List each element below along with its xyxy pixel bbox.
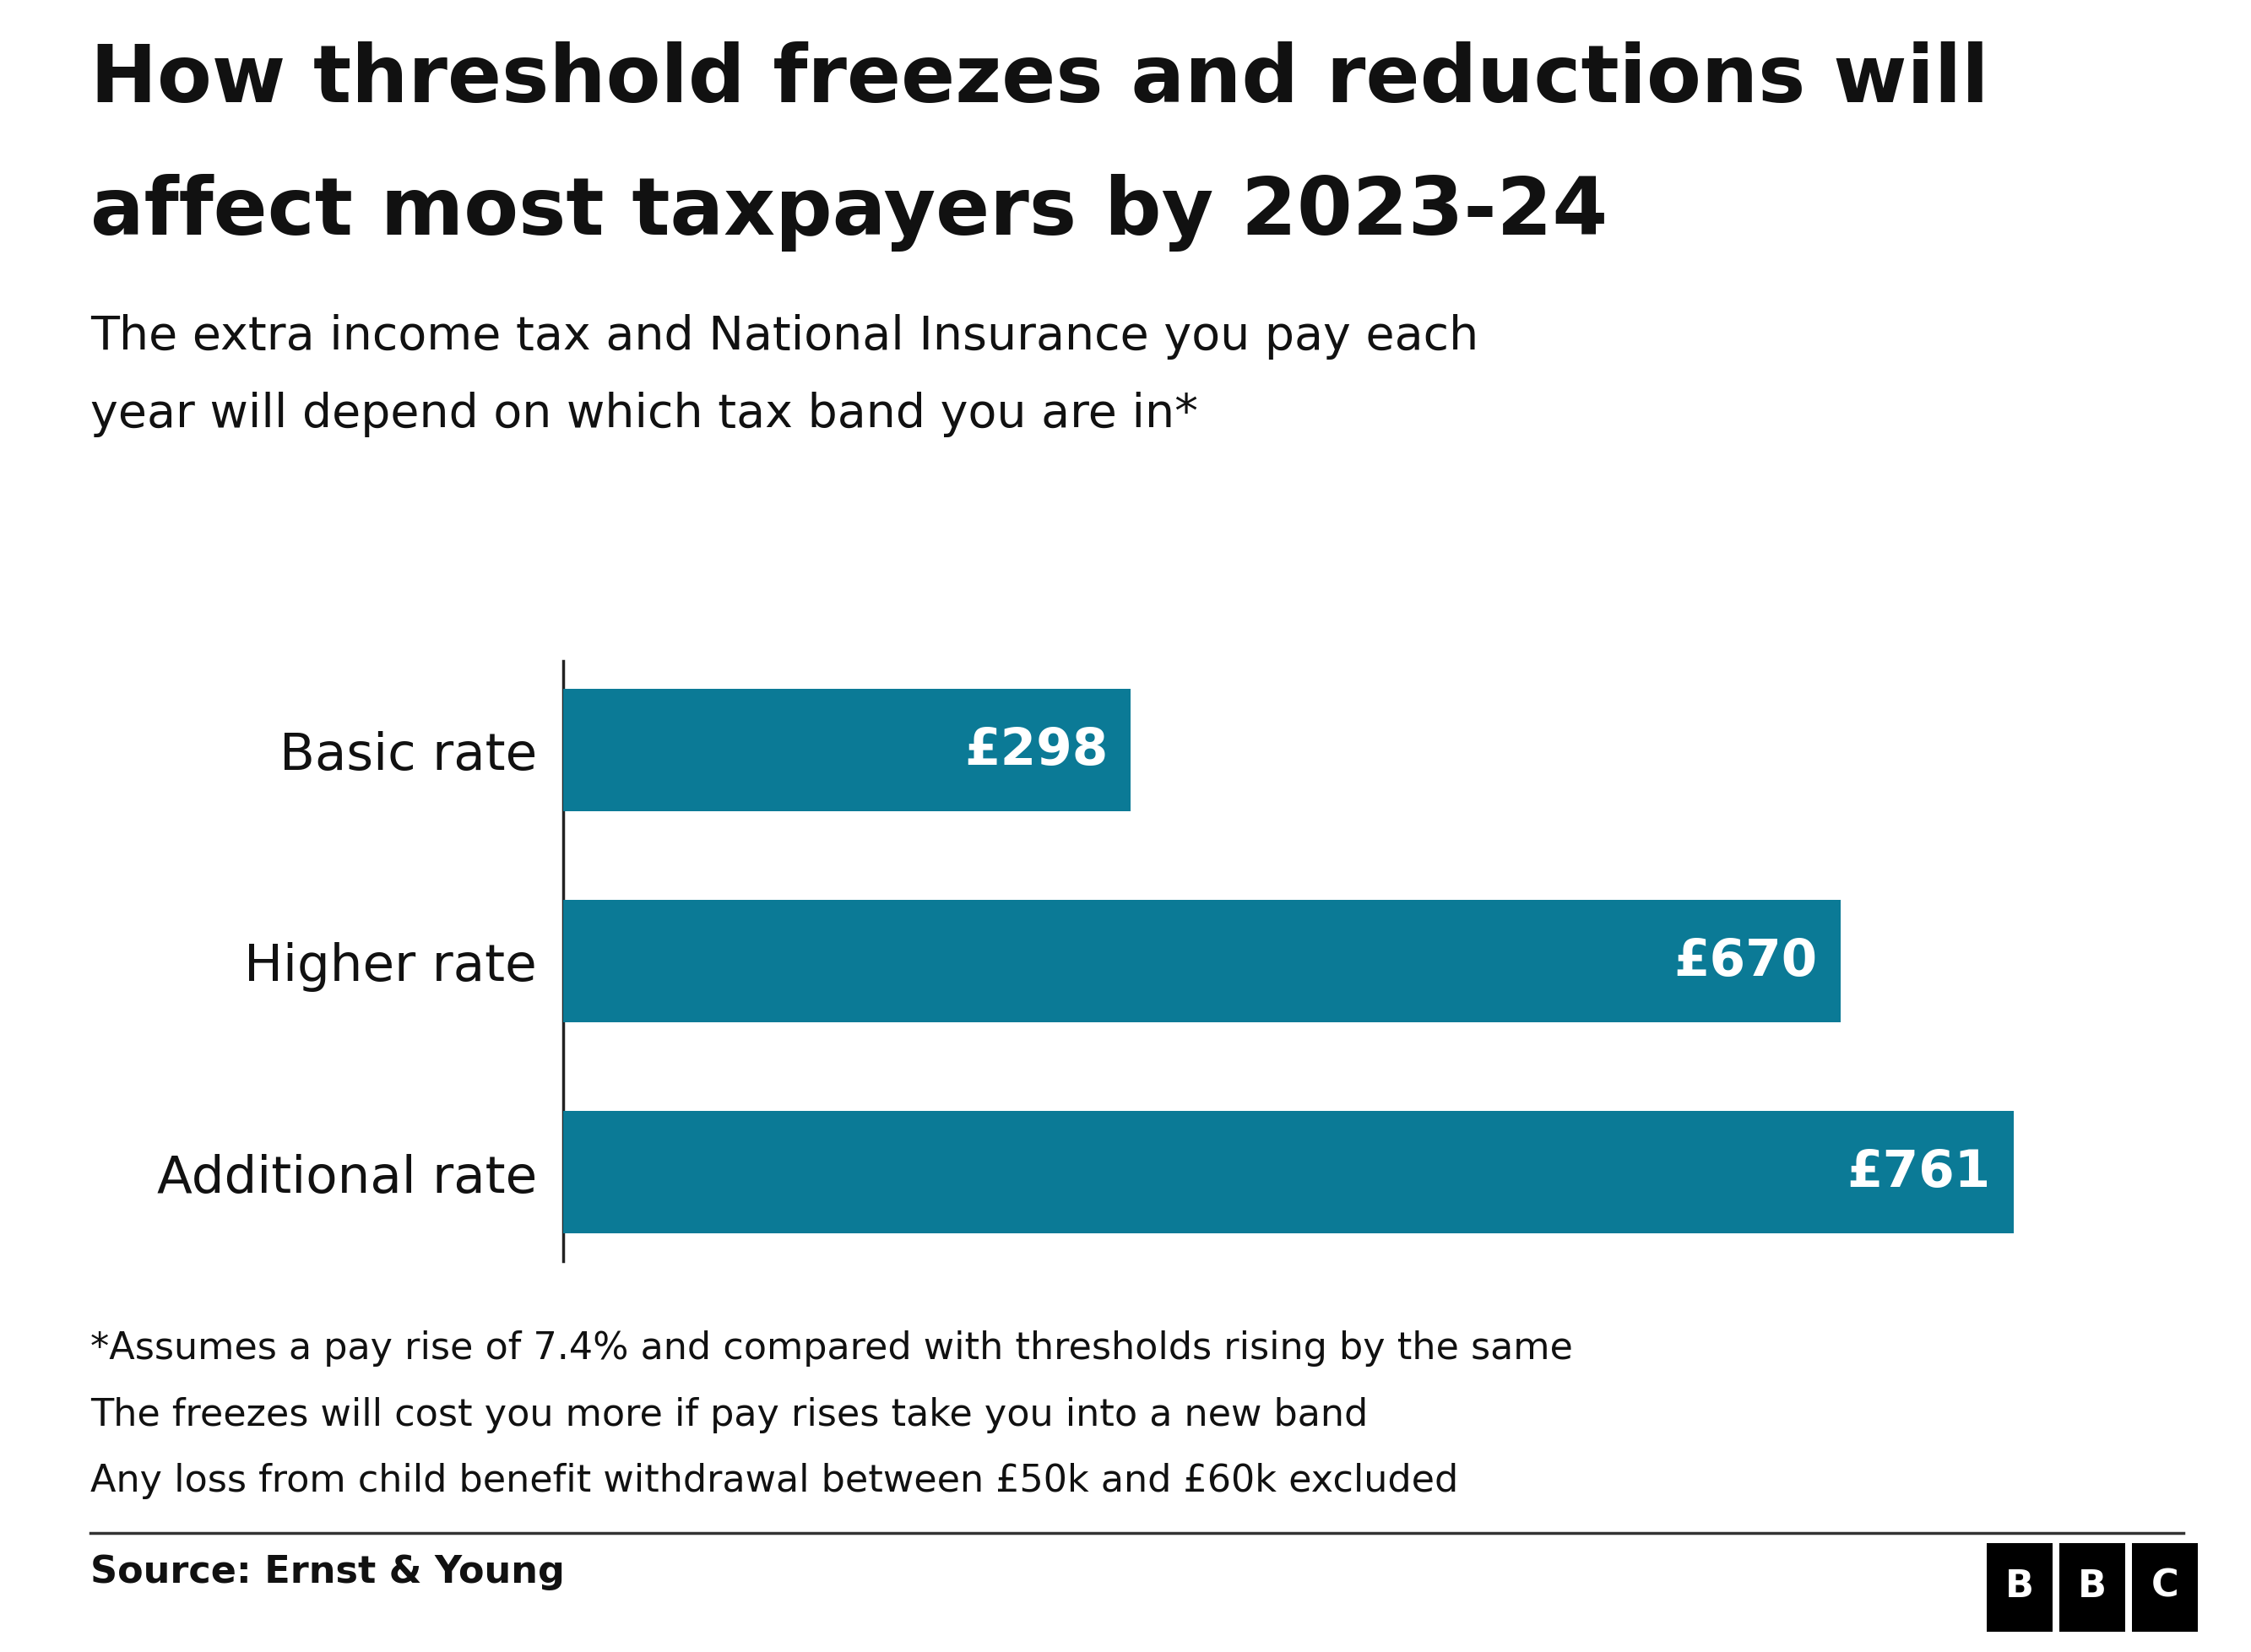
Bar xyxy=(563,900,1841,1023)
Text: B: B xyxy=(2006,1568,2035,1604)
Text: Any loss from child benefit withdrawal between £50k and £60k excluded: Any loss from child benefit withdrawal b… xyxy=(90,1462,1459,1498)
Text: year will depend on which tax band you are in*: year will depend on which tax band you a… xyxy=(90,392,1198,438)
Bar xyxy=(563,689,1130,811)
Text: Source: Ernst & Young: Source: Ernst & Young xyxy=(90,1553,565,1589)
Text: £670: £670 xyxy=(1675,937,1817,986)
Text: How threshold freezes and reductions will: How threshold freezes and reductions wil… xyxy=(90,41,1988,119)
FancyBboxPatch shape xyxy=(1988,1543,2053,1632)
Text: £298: £298 xyxy=(963,725,1107,775)
Text: C: C xyxy=(2152,1568,2179,1604)
FancyBboxPatch shape xyxy=(2060,1543,2125,1632)
Text: affect most taxpayers by 2023-24: affect most taxpayers by 2023-24 xyxy=(90,173,1607,251)
Text: The extra income tax and National Insurance you pay each: The extra income tax and National Insura… xyxy=(90,314,1479,360)
Text: The freezes will cost you more if pay rises take you into a new band: The freezes will cost you more if pay ri… xyxy=(90,1396,1369,1432)
Bar xyxy=(563,1112,2015,1234)
Text: *Assumes a pay rise of 7.4% and compared with thresholds rising by the same: *Assumes a pay rise of 7.4% and compared… xyxy=(90,1330,1573,1366)
Text: B: B xyxy=(2078,1568,2107,1604)
Text: £761: £761 xyxy=(1848,1148,1990,1198)
FancyBboxPatch shape xyxy=(2132,1543,2197,1632)
